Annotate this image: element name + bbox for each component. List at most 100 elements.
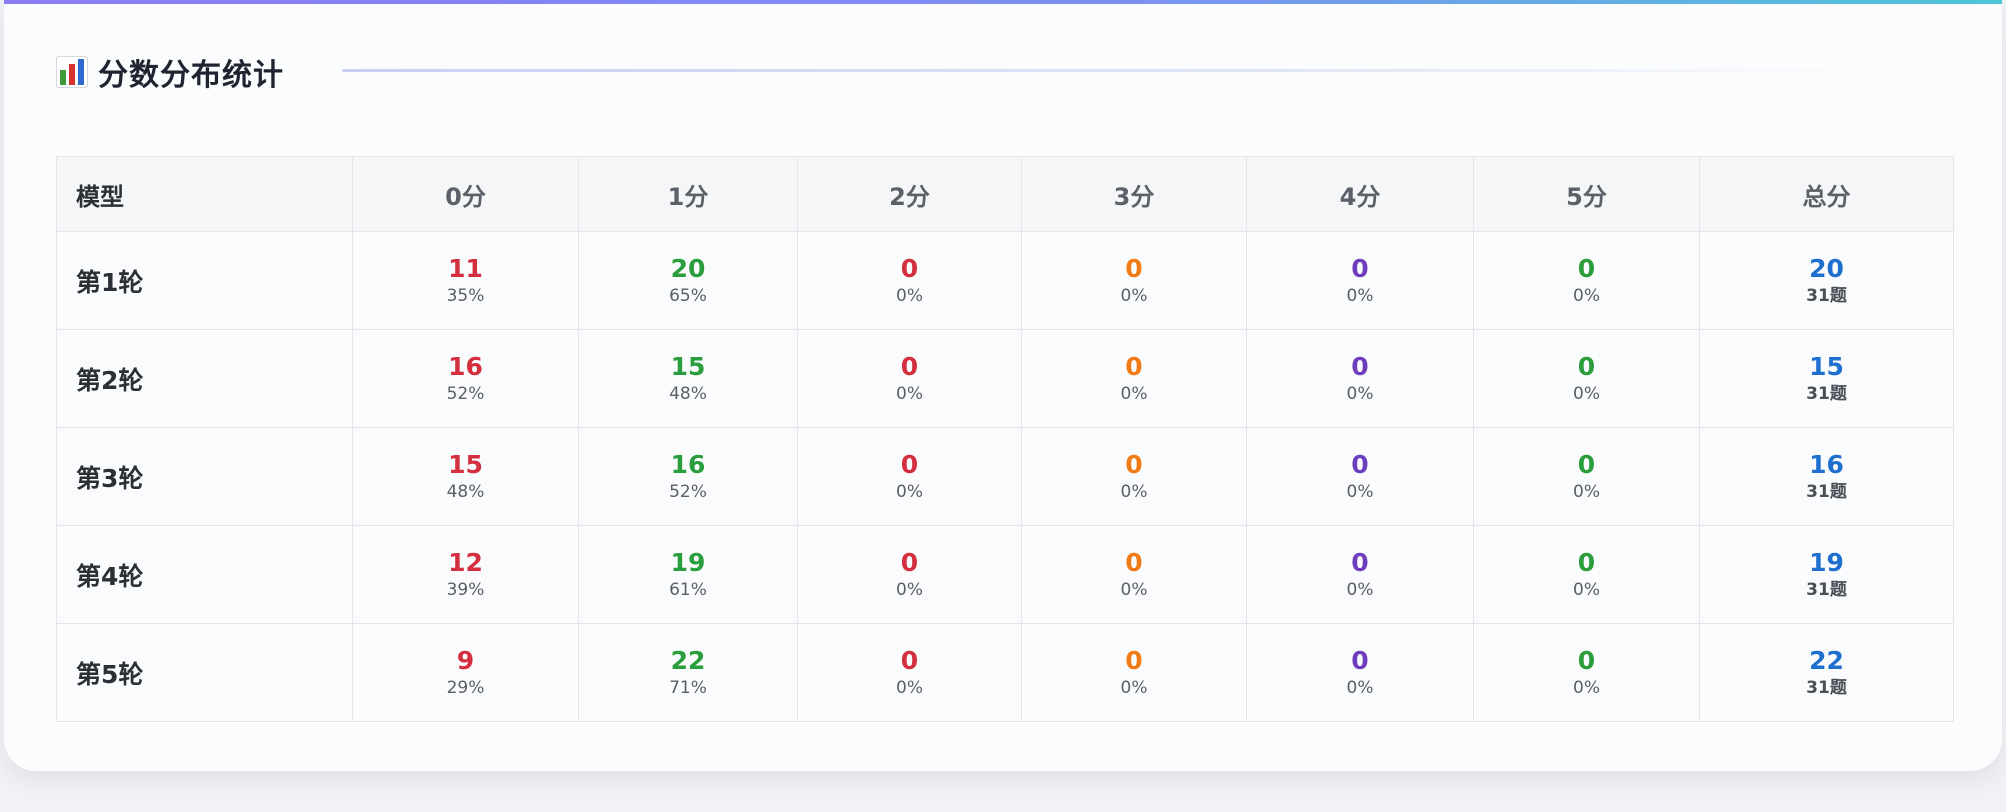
score-count: 0 bbox=[1125, 449, 1143, 479]
score-percent: 0% bbox=[1120, 481, 1148, 502]
score-cell: 22 71% bbox=[578, 623, 798, 722]
score-percent: 0% bbox=[896, 383, 923, 404]
score-percent: 0% bbox=[896, 481, 923, 502]
score-count: 19 bbox=[670, 547, 706, 577]
score-percent: 65% bbox=[669, 285, 707, 306]
total-score: 19 bbox=[1809, 547, 1844, 577]
question-count: 31题 bbox=[1806, 677, 1847, 698]
score-count: 9 bbox=[456, 645, 475, 675]
score-cell: 15 48% bbox=[352, 427, 579, 526]
row-label: 第3轮 bbox=[56, 427, 353, 526]
score-cell: 0 0% bbox=[1473, 623, 1700, 722]
page-title: 分数分布统计 bbox=[98, 58, 284, 93]
row-label: 第2轮 bbox=[56, 329, 353, 428]
score-count: 0 bbox=[900, 449, 919, 479]
score-cell: 9 29% bbox=[352, 623, 579, 722]
score-cell: 0 0% bbox=[797, 525, 1022, 624]
score-percent: 0% bbox=[896, 285, 923, 306]
score-percent: 48% bbox=[669, 383, 707, 404]
score-cell: 0 0% bbox=[797, 329, 1022, 428]
score-count: 0 bbox=[1351, 253, 1369, 283]
score-cell: 0 0% bbox=[1473, 525, 1700, 624]
score-percent: 0% bbox=[1120, 383, 1148, 404]
score-cell: 16 52% bbox=[352, 329, 579, 428]
header-model: 模型 bbox=[56, 156, 353, 232]
score-count: 0 bbox=[1125, 253, 1143, 283]
score-cell: 15 48% bbox=[578, 329, 798, 428]
total-cell: 19 31题 bbox=[1699, 525, 1954, 624]
score-count: 0 bbox=[1577, 351, 1596, 381]
score-percent: 0% bbox=[1346, 383, 1374, 404]
question-count: 31题 bbox=[1806, 481, 1847, 502]
score-percent: 0% bbox=[1573, 579, 1600, 600]
total-cell: 16 31题 bbox=[1699, 427, 1954, 526]
score-table-wrapper: 模型 0分 1分 2分 3分 4分 5分 总分 第1轮 11 35% 20 65% … bbox=[56, 156, 1954, 722]
score-cell: 0 0% bbox=[1021, 231, 1247, 330]
title-divider bbox=[342, 69, 1862, 72]
total-score: 20 bbox=[1809, 253, 1844, 283]
score-count: 0 bbox=[1577, 449, 1596, 479]
table-row: 第3轮 15 48% 16 52% 0 0% 0 0% 0 0% 0 0% 16 31题 bbox=[56, 427, 1954, 526]
score-distribution-card: 分数分布统计 模型 0分 1分 2分 3分 4 bbox=[4, 0, 2002, 771]
score-cell: 0 0% bbox=[1246, 623, 1474, 722]
score-count: 0 bbox=[1577, 253, 1596, 283]
score-percent: 0% bbox=[1573, 383, 1600, 404]
header-score-5: 5分 bbox=[1473, 156, 1700, 232]
score-cell: 0 0% bbox=[1021, 623, 1247, 722]
score-cell: 0 0% bbox=[1473, 329, 1700, 428]
score-percent: 71% bbox=[669, 677, 707, 698]
score-count: 0 bbox=[1125, 547, 1143, 577]
score-count: 15 bbox=[670, 351, 706, 381]
row-label: 第5轮 bbox=[56, 623, 353, 722]
question-count: 31题 bbox=[1806, 383, 1847, 404]
score-cell: 0 0% bbox=[1021, 427, 1247, 526]
score-percent: 29% bbox=[446, 677, 485, 698]
score-cell: 0 0% bbox=[797, 231, 1022, 330]
table-row: 第4轮 12 39% 19 61% 0 0% 0 0% 0 0% 0 0% 19 31题 bbox=[56, 525, 1954, 624]
score-count: 22 bbox=[670, 645, 706, 675]
header-total: 总分 bbox=[1699, 156, 1954, 232]
score-count: 0 bbox=[1351, 645, 1369, 675]
score-percent: 0% bbox=[1573, 285, 1600, 306]
question-count: 31题 bbox=[1806, 579, 1847, 600]
header-score-4: 4分 bbox=[1246, 156, 1474, 232]
total-score: 22 bbox=[1809, 645, 1844, 675]
header-score-1: 1分 bbox=[578, 156, 798, 232]
score-count: 20 bbox=[670, 253, 706, 283]
score-percent: 0% bbox=[1346, 579, 1374, 600]
table-header-row: 模型 0分 1分 2分 3分 4分 5分 总分 bbox=[56, 156, 1954, 232]
score-cell: 19 61% bbox=[578, 525, 798, 624]
score-cell: 0 0% bbox=[1473, 231, 1700, 330]
score-cell: 0 0% bbox=[1021, 329, 1247, 428]
total-cell: 20 31题 bbox=[1699, 231, 1954, 330]
total-score: 16 bbox=[1809, 449, 1844, 479]
score-count: 12 bbox=[448, 547, 483, 577]
row-label: 第1轮 bbox=[56, 231, 353, 330]
header-score-3: 3分 bbox=[1021, 156, 1247, 232]
score-count: 0 bbox=[1351, 449, 1369, 479]
score-cell: 20 65% bbox=[578, 231, 798, 330]
score-count: 0 bbox=[1125, 351, 1143, 381]
score-percent: 48% bbox=[446, 481, 485, 502]
score-percent: 0% bbox=[1573, 481, 1600, 502]
score-percent: 0% bbox=[1120, 579, 1148, 600]
score-count: 0 bbox=[1577, 547, 1596, 577]
score-cell: 11 35% bbox=[352, 231, 579, 330]
score-percent: 0% bbox=[1120, 677, 1148, 698]
score-count: 16 bbox=[670, 449, 706, 479]
card-header: 分数分布统计 bbox=[56, 48, 284, 96]
score-count: 0 bbox=[1351, 351, 1369, 381]
question-count: 31题 bbox=[1806, 285, 1847, 306]
score-percent: 0% bbox=[896, 579, 923, 600]
score-cell: 0 0% bbox=[1473, 427, 1700, 526]
score-percent: 0% bbox=[896, 677, 923, 698]
score-percent: 0% bbox=[1346, 481, 1374, 502]
score-cell: 0 0% bbox=[1246, 525, 1474, 624]
score-count: 0 bbox=[1577, 645, 1596, 675]
total-cell: 15 31题 bbox=[1699, 329, 1954, 428]
score-percent: 0% bbox=[1346, 677, 1374, 698]
table-row: 第5轮 9 29% 22 71% 0 0% 0 0% 0 0% 0 0% 22 31题 bbox=[56, 623, 1954, 722]
total-cell: 22 31题 bbox=[1699, 623, 1954, 722]
score-count: 0 bbox=[900, 645, 919, 675]
score-cell: 0 0% bbox=[1021, 525, 1247, 624]
